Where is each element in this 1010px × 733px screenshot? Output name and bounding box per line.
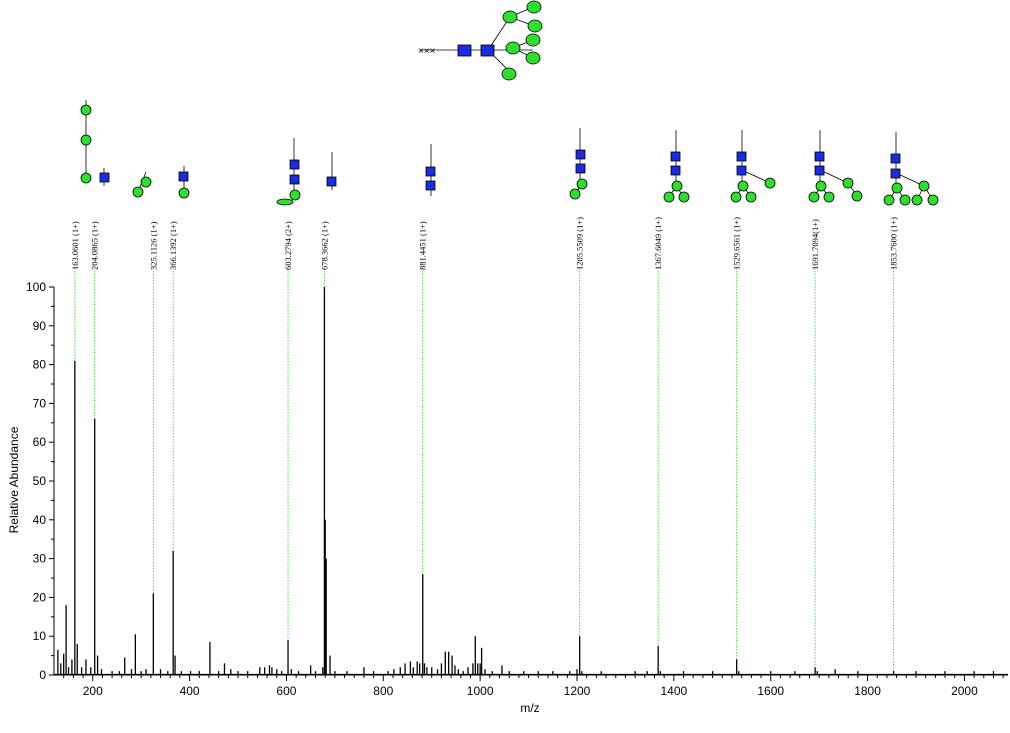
x-tick-label: 1800 <box>854 684 881 698</box>
x-tick-label: 200 <box>83 684 103 698</box>
spectrum-peaks <box>54 287 1008 676</box>
peak-annotation-labels: 163.0601 (1+) 204.0865 (1+) 325.1126 (1+) 3… <box>70 217 899 270</box>
y-tick-label: 0 <box>39 668 46 682</box>
peak-annotation-label: 204.0865 (1+) <box>90 221 100 270</box>
x-tick-label: 1000 <box>467 684 494 698</box>
fragment-163-glycan-icon <box>80 100 92 184</box>
fragment-603-glycan-icon <box>276 138 301 206</box>
fragment-1691-glycan-icon <box>808 130 863 203</box>
peak-annotation-label: 366.1392 (1+) <box>168 221 178 270</box>
y-axis-title: Relative Abundance <box>7 426 21 533</box>
fragment-1853-glycan-icon <box>883 132 939 206</box>
peak-annotation-label: 678.3662 (1+) <box>319 221 329 270</box>
x-tick-label: 2000 <box>951 684 978 698</box>
peak-annotation-label: 325.1126 (1+) <box>148 221 158 270</box>
x-tick-label: 400 <box>180 684 200 698</box>
peak-annotation-label: 1205.5509 (1+) <box>575 217 585 270</box>
x-tick-label: 1200 <box>564 684 591 698</box>
fragment-678-glycan-icon <box>326 152 337 190</box>
y-tick-label: 20 <box>33 590 47 604</box>
fragment-1367-glycan-icon <box>663 130 690 203</box>
peak-annotation-label: 1367.6049 (1+) <box>653 217 663 270</box>
fragment-1205-glycan-icon <box>569 128 588 200</box>
y-tick-label: 90 <box>33 319 47 333</box>
peak-annotation-label: 163.0601 (1+) <box>70 221 80 270</box>
glycan-structures: ××× <box>80 0 939 206</box>
chart-axes: 0 10 20 30 40 50 60 70 80 90 100 200 400 600 800 1000 12… <box>26 280 1008 698</box>
peak-annotation-label: 1691.7094(1+) <box>810 219 820 270</box>
x-axis-title: m/z <box>520 701 539 715</box>
y-tick-label: 10 <box>33 629 47 643</box>
y-tick-label: 100 <box>26 280 46 294</box>
y-tick-label: 40 <box>33 513 47 527</box>
peak-annotation-label: 603.2794 (2+) <box>283 221 293 270</box>
y-tick-label: 30 <box>33 552 47 566</box>
y-tick-label: 70 <box>33 396 47 410</box>
peak-annotation-label: 1529.6561 (1+) <box>732 217 742 270</box>
x-tick-label: 800 <box>373 684 393 698</box>
x-tick-label: 600 <box>276 684 296 698</box>
fragment-204-glycan-icon <box>99 168 110 186</box>
x-tick-label: 1600 <box>757 684 784 698</box>
fragment-366-glycan-icon <box>178 166 190 199</box>
x-tick-label: 1400 <box>661 684 688 698</box>
peak-annotation-label: 881.4451 (1+) <box>418 221 428 270</box>
parent-glycan-icon: ××× <box>418 0 543 81</box>
svg-text:×××: ××× <box>418 46 436 57</box>
fragment-881-glycan-icon <box>425 144 436 196</box>
fragment-1529-glycan-icon <box>730 130 776 203</box>
y-tick-label: 60 <box>33 435 47 449</box>
y-tick-label: 50 <box>33 474 47 488</box>
fragment-325-glycan-icon <box>132 171 152 198</box>
y-tick-label: 80 <box>33 358 47 372</box>
peak-guide-lines <box>74 268 895 672</box>
peak-annotation-label: 1853.7600 (1+) <box>889 217 899 270</box>
